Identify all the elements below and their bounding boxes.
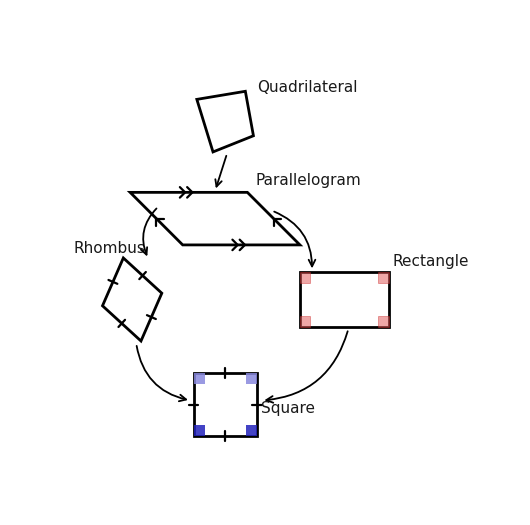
Bar [246,373,257,384]
Bar [300,317,311,327]
Bar [193,373,205,384]
Text: Square: Square [261,401,315,416]
Bar [300,272,311,282]
Bar [193,373,257,436]
Bar [378,317,389,327]
Bar [246,425,257,436]
Text: Rhombus: Rhombus [74,242,145,256]
Text: Quadrilateral: Quadrilateral [258,80,358,94]
Bar [193,425,205,436]
Bar [300,272,389,327]
Text: Rectangle: Rectangle [393,255,470,269]
Text: Parallelogram: Parallelogram [255,173,361,188]
Bar [378,272,389,282]
